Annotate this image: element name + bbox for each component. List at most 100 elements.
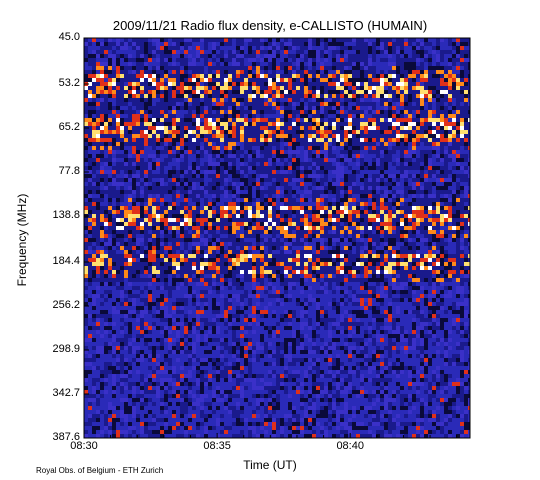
spectrogram-cell — [128, 74, 132, 78]
spectrogram-cell — [104, 86, 108, 90]
spectrogram-cell — [272, 146, 276, 150]
spectrogram-cell — [160, 242, 164, 246]
spectrogram-cell — [456, 218, 460, 222]
spectrogram-cell — [424, 170, 428, 174]
spectrogram-cell — [328, 42, 332, 46]
spectrogram-cell — [340, 150, 344, 154]
spectrogram-cell — [204, 154, 208, 158]
spectrogram-cell — [268, 206, 272, 210]
spectrogram-cell — [272, 50, 276, 54]
spectrogram-cell — [436, 54, 440, 58]
spectrogram-cell — [340, 122, 344, 126]
spectrogram-cell — [392, 122, 396, 126]
spectrogram-cell — [164, 178, 168, 182]
spectrogram-cell — [112, 154, 116, 158]
spectrogram-cell — [164, 234, 168, 238]
spectrogram-cell — [432, 186, 436, 190]
spectrogram-cell — [380, 182, 384, 186]
spectrogram-cell — [128, 146, 132, 150]
spectrogram-cell — [88, 78, 92, 82]
spectrogram-cell — [332, 190, 336, 194]
spectrogram-cell — [328, 90, 332, 94]
spectrogram-cell — [228, 42, 232, 46]
spectrogram-cell — [112, 114, 116, 118]
spectrogram-cell — [148, 206, 152, 210]
spectrogram-cell — [272, 46, 276, 50]
spectrogram-cell — [280, 74, 284, 78]
spectrogram-cell — [152, 146, 156, 150]
spectrogram-cell — [124, 162, 128, 166]
spectrogram-cell — [416, 118, 420, 122]
spectrogram-cell — [328, 110, 332, 114]
spectrogram-cell — [88, 94, 92, 98]
spectrogram-cell — [280, 234, 284, 238]
spectrogram-cell — [240, 222, 244, 226]
spectrogram-cell — [196, 82, 200, 86]
spectrogram-cell — [120, 198, 124, 202]
spectrogram-cell — [408, 142, 412, 146]
spectrogram-cell — [248, 230, 252, 234]
spectrogram-cell — [112, 98, 116, 102]
spectrogram-cell — [284, 66, 288, 70]
spectrogram-cell — [460, 150, 464, 154]
spectrogram-cell — [120, 126, 124, 130]
spectrogram-cell — [444, 82, 448, 86]
spectrogram-cell — [312, 186, 316, 190]
spectrogram-cell — [348, 186, 352, 190]
spectrogram-cell — [320, 50, 324, 54]
spectrogram-cell — [288, 218, 292, 222]
spectrogram-cell — [368, 62, 372, 66]
spectrogram-cell — [120, 58, 124, 62]
spectrogram-cell — [96, 94, 100, 98]
spectrogram-cell — [276, 178, 280, 182]
spectrogram-cell — [236, 222, 240, 226]
spectrogram-cell — [452, 114, 456, 118]
spectrogram-cell — [212, 94, 216, 98]
spectrogram-cell — [272, 206, 276, 210]
spectrogram-cell — [396, 98, 400, 102]
spectrogram-cell — [220, 126, 224, 130]
spectrogram-cell — [444, 114, 448, 118]
spectrogram-cell — [312, 38, 316, 42]
spectrogram-cell — [316, 190, 320, 194]
spectrogram-cell — [332, 146, 336, 150]
spectrogram-cell — [144, 54, 148, 58]
spectrogram-cell — [352, 142, 356, 146]
spectrogram-cell — [452, 58, 456, 62]
spectrogram-cell — [380, 58, 384, 62]
spectrogram-cell — [232, 222, 236, 226]
spectrogram-cell — [244, 238, 248, 242]
spectrogram-cell — [360, 226, 364, 230]
spectrogram-cell — [388, 122, 392, 126]
spectrogram-cell — [104, 222, 108, 226]
spectrogram-cell — [88, 238, 92, 242]
spectrogram-cell — [212, 74, 216, 78]
spectrogram-cell — [244, 74, 248, 78]
spectrogram-cell — [272, 142, 276, 146]
spectrogram-cell — [412, 94, 416, 98]
spectrogram-cell — [452, 46, 456, 50]
spectrogram-cell — [388, 74, 392, 78]
spectrogram-cell — [256, 170, 260, 174]
spectrogram-cell — [216, 230, 220, 234]
spectrogram-cell — [388, 234, 392, 238]
spectrogram-cell — [136, 202, 140, 206]
spectrogram-cell — [348, 130, 352, 134]
spectrogram-cell — [444, 170, 448, 174]
spectrogram-cell — [228, 226, 232, 230]
chart-title: 2009/11/21 Radio flux density, e-CALLIST… — [112, 18, 428, 33]
spectrogram-cell — [236, 194, 240, 198]
spectrogram-cell — [192, 90, 196, 94]
spectrogram-cell — [316, 90, 320, 94]
spectrogram-cell — [300, 174, 304, 178]
spectrogram-cell — [228, 74, 232, 78]
spectrogram-cell — [412, 226, 416, 230]
spectrogram-cell — [184, 58, 188, 62]
spectrogram-cell — [84, 78, 88, 82]
spectrogram-cell — [304, 206, 308, 210]
spectrogram-cell — [200, 50, 204, 54]
spectrogram-cell — [428, 66, 432, 70]
spectrogram-cell — [204, 170, 208, 174]
spectrogram-cell — [184, 166, 188, 170]
spectrogram-cell — [384, 230, 388, 234]
